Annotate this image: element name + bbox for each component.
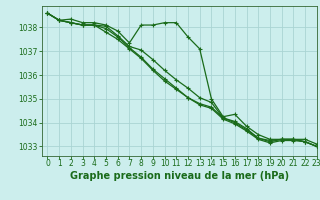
X-axis label: Graphe pression niveau de la mer (hPa): Graphe pression niveau de la mer (hPa) — [70, 171, 289, 181]
